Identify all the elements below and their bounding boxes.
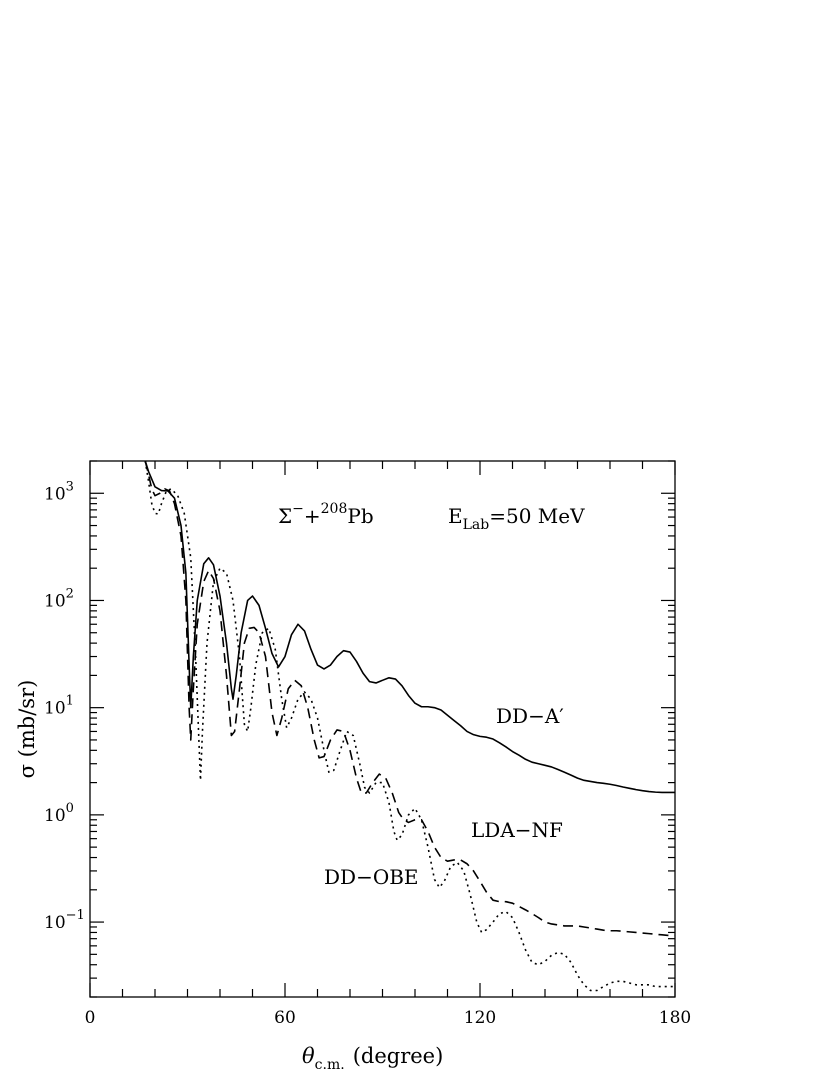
y-tick-label: 102: [44, 586, 74, 611]
y-tick-label: 10−1: [44, 908, 85, 933]
curves-layer: [144, 461, 675, 992]
reaction-annotation: Σ−+208Pb: [278, 501, 374, 528]
series-label-dd-obe: DD−OBE: [324, 865, 419, 889]
plot-frame: [89, 460, 676, 998]
y-axis-title: σ (mb/sr): [15, 680, 39, 779]
y-tick-label: 100: [44, 801, 74, 826]
series-line-2: [144, 461, 675, 992]
y-tick-label: 103: [44, 479, 74, 504]
ticks-layer: [89, 460, 676, 998]
x-tick-label: 180: [659, 1008, 691, 1028]
series-label-lda-nf: LDA−NF: [471, 818, 563, 842]
x-tick-label: 60: [274, 1008, 296, 1028]
series-line-0: [144, 461, 675, 794]
x-tick-label: 120: [464, 1008, 496, 1028]
y-tick-label: 101: [44, 694, 74, 719]
x-tick-label: 0: [85, 1008, 96, 1028]
energy-annotation: ELab=50 MeV: [448, 504, 585, 533]
x-axis-title: θc.m. (degree): [302, 1044, 443, 1073]
series-label-dd-a-prime: DD−A′: [496, 704, 564, 728]
tick-labels-layer: 0 60 120 180 10−1 100 101 102 103: [44, 479, 691, 1028]
